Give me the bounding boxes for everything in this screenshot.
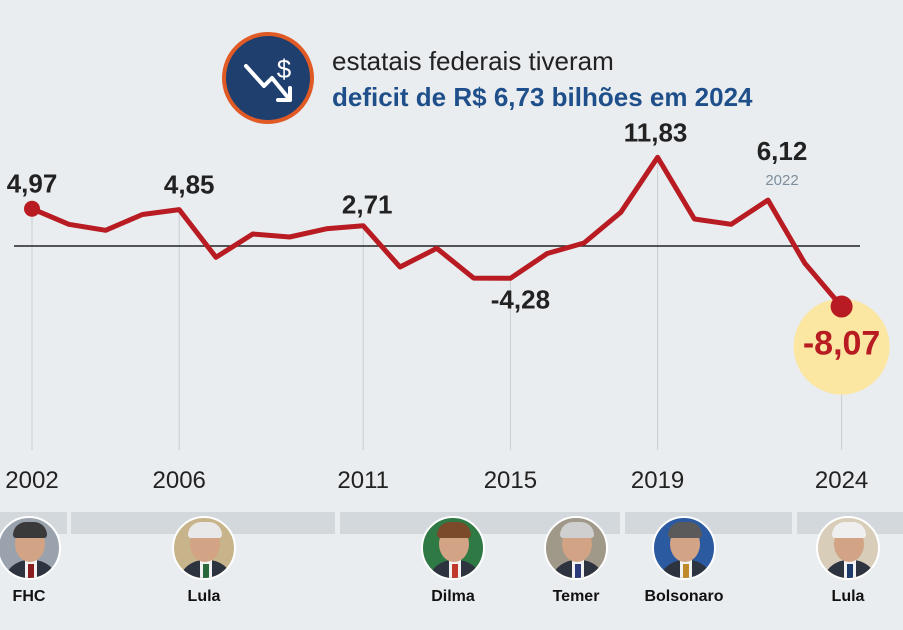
data-label: 11,83 xyxy=(624,117,688,147)
president-photo xyxy=(172,516,236,580)
data-point-start xyxy=(24,200,40,217)
data-label: 4,97 xyxy=(7,169,58,199)
president-fhc: FHC xyxy=(0,516,84,606)
president-name: Dilma xyxy=(431,588,475,605)
data-label: 4,85 xyxy=(164,170,215,200)
president-photo xyxy=(652,516,716,580)
president-name: FHC xyxy=(12,588,46,605)
president-name: Lula xyxy=(187,588,221,605)
x-tick-label: 2019 xyxy=(631,467,684,494)
president-temer: Temer xyxy=(521,516,631,606)
x-tick-label: 2002 xyxy=(5,467,58,494)
president-name: Bolsonaro xyxy=(644,588,724,605)
president-lula: Lula xyxy=(793,516,903,606)
x-tick-label: 2006 xyxy=(153,467,206,494)
money-down-trend-icon: $ xyxy=(222,32,314,124)
president-bolsonaro: Bolsonaro xyxy=(629,516,739,606)
president-photo xyxy=(421,516,485,580)
data-label: 6,12 xyxy=(757,136,808,166)
highlight-circle xyxy=(793,298,890,395)
president-dilma: Dilma xyxy=(398,516,508,606)
president-photo xyxy=(816,516,880,580)
chart-title-line1: estatais federais tiveram xyxy=(332,46,614,76)
data-label: -4,28 xyxy=(491,284,550,314)
president-lula: Lula xyxy=(149,516,259,606)
chart-header: $ estatais federais tiveram deficit de R… xyxy=(222,32,862,132)
president-name: Temer xyxy=(552,588,600,605)
president-photo xyxy=(0,516,61,580)
x-tick-label: 2024 xyxy=(815,467,868,494)
data-label: -8,07 xyxy=(803,325,881,363)
chart-title-line2: deficit de R$ 6,73 bilhões em 2024 xyxy=(332,82,753,112)
president-name: Lula xyxy=(831,588,865,605)
svg-text:$: $ xyxy=(277,54,292,84)
data-sublabel: 2022 xyxy=(765,172,798,189)
data-point-end xyxy=(830,295,853,318)
x-tick-label: 2015 xyxy=(484,467,537,494)
series-line xyxy=(29,154,845,309)
data-label: 2,71 xyxy=(342,190,393,220)
president-photo xyxy=(544,516,608,580)
x-tick-label: 2011 xyxy=(337,467,389,494)
